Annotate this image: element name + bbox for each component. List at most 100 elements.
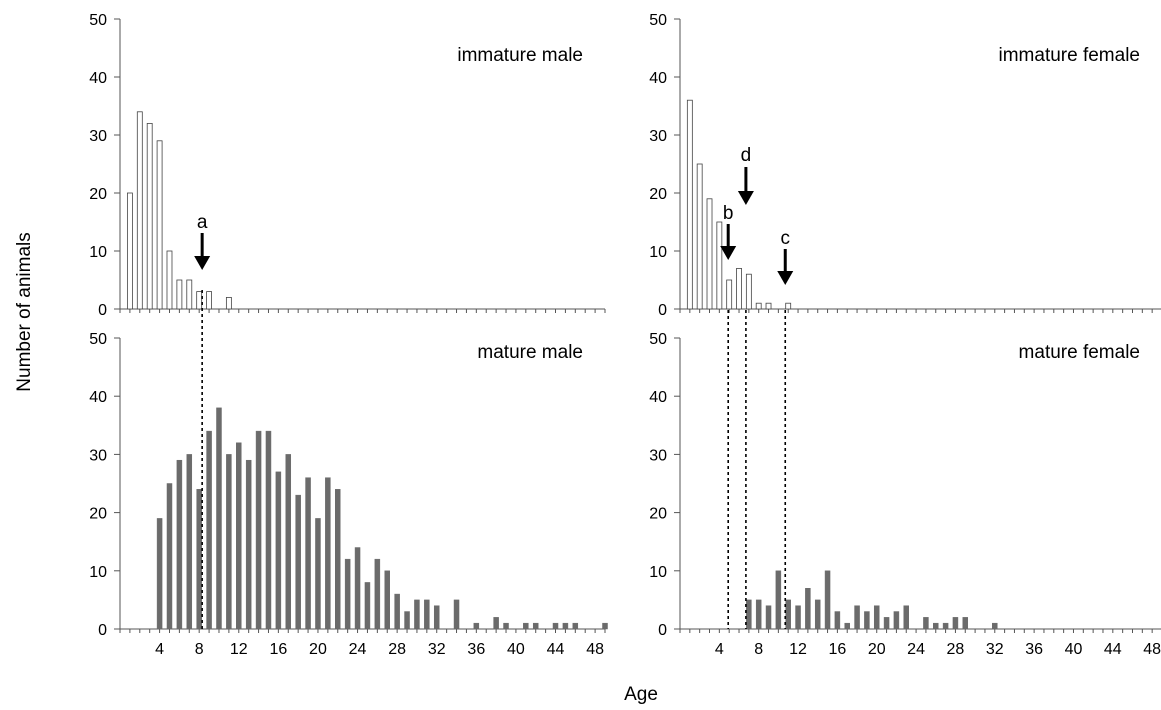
mature-female-bar	[883, 617, 890, 630]
mature-female-bar	[844, 622, 850, 630]
mature-male-bar	[473, 622, 480, 630]
mature-female-x-tick-label: 16	[828, 641, 846, 658]
mature-female-bar	[746, 599, 752, 630]
mature-male-y-tick-label: 30	[89, 447, 107, 464]
mature-male-x-tick-label: 20	[309, 641, 327, 658]
mature-male-bar	[315, 518, 321, 630]
immature-male-title: immature male	[457, 45, 583, 66]
immature-male-y-tick-label: 30	[89, 128, 107, 145]
mature-male-bar	[354, 547, 361, 630]
marker-d: d	[737, 145, 754, 629]
marker-d-arrow-head	[737, 191, 754, 205]
mature-male-bar	[424, 599, 430, 630]
mature-male-x-tick-label: 12	[230, 641, 248, 658]
mature-male-x-tick-label: 24	[349, 641, 367, 658]
marker-a-arrow-head	[194, 256, 211, 270]
mature-female-x-tick-label: 8	[754, 641, 763, 658]
mature-male-x-tick-label: 32	[428, 641, 446, 658]
mature-male-bar	[433, 605, 440, 630]
mature-male-bar	[394, 593, 400, 630]
mature-female-bar	[873, 605, 880, 630]
immature-female-y-tick-label: 40	[649, 70, 667, 87]
immature-male-y-tick-label: 0	[98, 302, 107, 319]
mature-female-bar	[814, 599, 821, 630]
mature-male-bar	[226, 454, 232, 630]
mature-female-bar	[893, 611, 900, 630]
marker-a-label: a	[197, 212, 208, 233]
marker-d-label: d	[741, 145, 752, 166]
mature-male-y-tick-label: 20	[89, 506, 107, 523]
immature-female-bar	[755, 302, 762, 310]
mature-female-x-tick-label: 24	[907, 641, 925, 658]
marker-b-arrow-head	[720, 246, 737, 260]
mature-female-x-tick-label: 40	[1065, 641, 1083, 658]
mature-female-bar	[795, 605, 801, 630]
mature-male-bar	[196, 489, 202, 630]
immature-female-bar	[736, 267, 742, 310]
immature-female-y-tick-label: 10	[649, 244, 667, 261]
mature-male-y-tick-label: 50	[89, 331, 107, 348]
mature-male-y-tick-label: 10	[89, 564, 107, 581]
immature-female-bar	[686, 99, 693, 310]
immature-male-bar	[186, 279, 193, 310]
marker-a: a	[194, 212, 211, 629]
mature-female-bar	[755, 599, 762, 630]
immature-male-bar	[166, 250, 173, 310]
mature-male-bar	[285, 454, 292, 630]
immature-female-y-tick-label: 50	[649, 12, 667, 29]
mature-female-bar	[933, 622, 939, 630]
immature-male-bar	[196, 291, 203, 310]
mature-female-bar	[834, 611, 841, 630]
mature-female-x-tick-label: 20	[868, 641, 886, 658]
mature-male-x-tick-label: 36	[467, 641, 485, 658]
mature-female-x-tick-label: 44	[1104, 641, 1122, 658]
immature-male-y-tick-label: 10	[89, 244, 107, 261]
immature-female-bar	[716, 221, 723, 310]
mature-female-bar	[785, 599, 791, 630]
immature-male-bar	[136, 111, 143, 310]
mature-male-bar	[364, 582, 371, 630]
immature-female-y-tick-label: 30	[649, 128, 667, 145]
mature-male-x-tick-label: 44	[547, 641, 565, 658]
immature-female-bar	[745, 273, 752, 310]
mature-female-x-tick-label: 12	[789, 641, 807, 658]
mature-female-bar	[923, 617, 929, 630]
mature-female-bar	[805, 588, 811, 630]
immature-male-y-tick-label: 20	[89, 186, 107, 203]
mature-male-bar	[166, 483, 173, 630]
immature-female-y-tick-label: 0	[658, 302, 667, 319]
mature-female-y-tick-label: 10	[649, 564, 667, 581]
mature-female-x-tick-label: 28	[947, 641, 965, 658]
immature-male-y-tick-label: 40	[89, 70, 107, 87]
mature-male-bar	[404, 611, 410, 630]
immature-female-bar	[785, 302, 792, 310]
immature-female-title: immature female	[999, 45, 1141, 66]
mature-male-x-tick-label: 4	[155, 641, 164, 658]
marker-c: c	[777, 228, 794, 629]
mature-male-bar	[374, 558, 381, 630]
marker-c-label: c	[781, 228, 791, 249]
mature-male-y-tick-label: 0	[98, 622, 107, 639]
markers-layer: a b d c	[194, 145, 794, 629]
mature-male-x-tick-label: 48	[586, 641, 604, 658]
mature-male-bar	[295, 494, 301, 630]
mature-female-bar	[864, 611, 870, 630]
mature-female-bar	[765, 605, 772, 630]
mature-male-bar	[453, 599, 460, 630]
mature-female-x-tick-label: 48	[1143, 641, 1161, 658]
mature-female-bar	[775, 570, 782, 630]
mature-female-bar	[992, 622, 998, 630]
mature-female-bar	[854, 605, 860, 630]
immature-female-bar	[696, 163, 703, 310]
mature-male-bar	[384, 570, 390, 630]
mature-male-bar	[493, 617, 499, 630]
mature-female-bar	[942, 622, 949, 630]
mature-male-bar	[503, 622, 509, 630]
immature-female-y-tick-label: 20	[649, 186, 667, 203]
mature-female-x-tick-label: 32	[986, 641, 1004, 658]
mature-female-y-tick-label: 0	[658, 622, 667, 639]
